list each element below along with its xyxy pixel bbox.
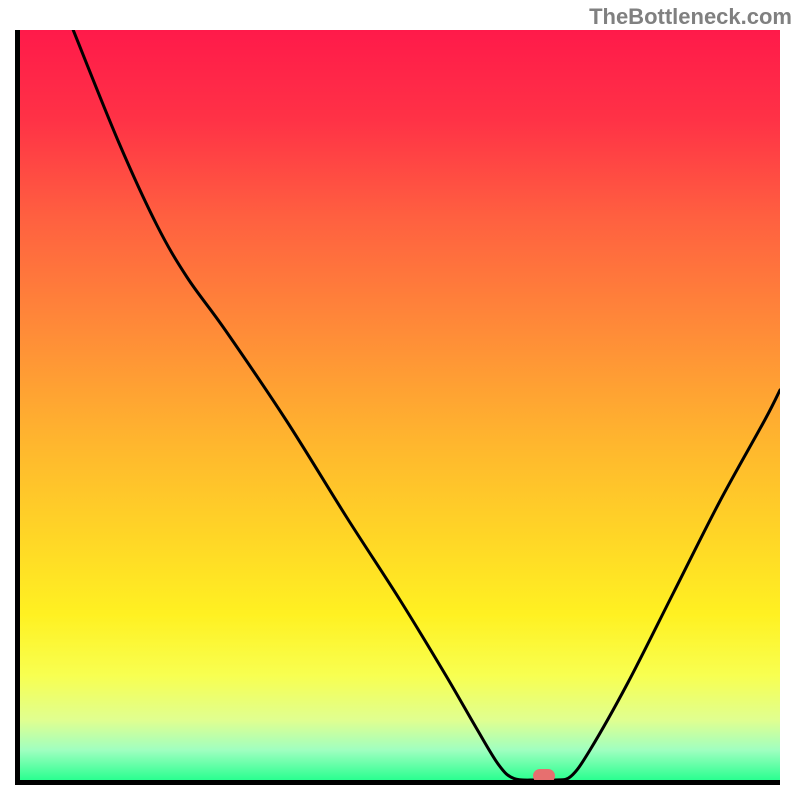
watermark-text: TheBottleneck.com [589, 4, 792, 30]
optimum-marker [533, 769, 555, 780]
plot-area [20, 30, 780, 780]
curve-line [20, 30, 780, 780]
y-axis-line [15, 30, 20, 785]
x-axis-line [15, 780, 780, 785]
